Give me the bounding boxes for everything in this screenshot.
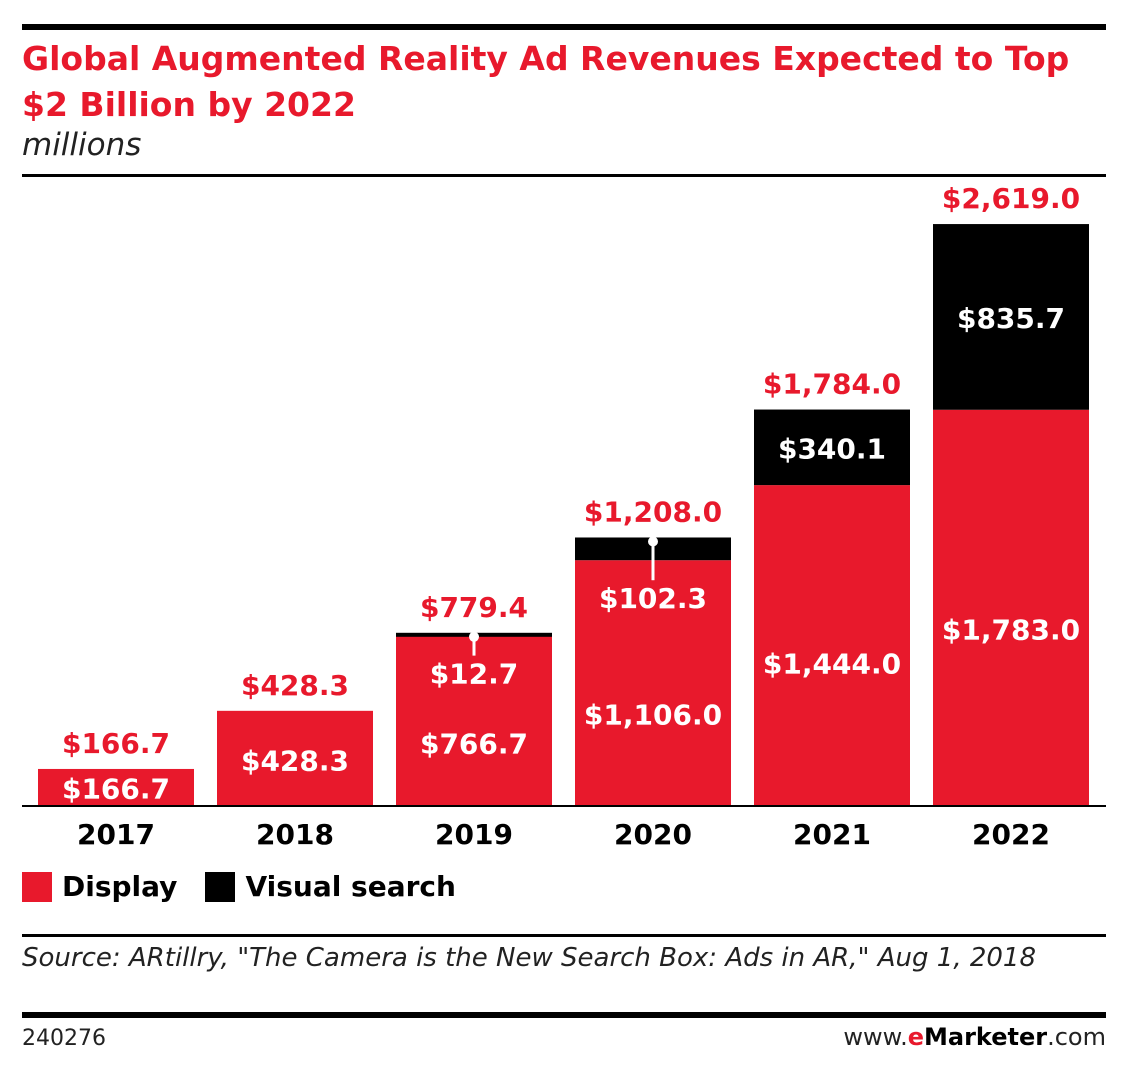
legend-swatch-visual-search (205, 872, 236, 902)
chart-subtitle: millions (22, 127, 142, 163)
label-display-2020: $1,106.0 (584, 699, 722, 732)
label-visual-search-2020: $102.3 (599, 582, 707, 615)
x-tick-2018: 2018 (256, 818, 334, 851)
label-total-2018: $428.3 (241, 669, 349, 702)
label-total-2020: $1,208.0 (584, 495, 722, 528)
label-display-2017: $166.7 (62, 772, 170, 805)
label-visual-search-2021: $340.1 (778, 432, 886, 465)
legend-item-display: Display (22, 870, 177, 904)
header-rule (22, 174, 1106, 177)
top-rule (22, 24, 1106, 30)
legend-item-visual-search: Visual search (205, 870, 456, 904)
label-total-2017: $166.7 (62, 727, 170, 760)
label-total-2022: $2,619.0 (942, 182, 1080, 215)
chart-id: 240276 (22, 1026, 106, 1051)
label-visual-search-2022: $835.7 (957, 302, 1065, 335)
bar-display-2017 (38, 768, 194, 806)
label-display-2018: $428.3 (241, 744, 349, 777)
brand-logo: www.eMarketer.com (843, 1022, 1106, 1052)
label-display-2022: $1,783.0 (942, 614, 1080, 647)
legend: Display Visual search (22, 870, 484, 904)
bar-display-2020 (575, 560, 731, 806)
footer-rule (22, 1012, 1106, 1018)
stacked-bar-chart: $166.7 $166.7 2017 $428.3 $428.3 2018 $12.7 $76… (22, 182, 1106, 851)
bar-display-2022 (933, 409, 1089, 806)
legend-label-display: Display (62, 870, 178, 903)
label-total-2019: $779.4 (420, 591, 528, 624)
source-note: Source: ARtillry, "The Camera is the New… (22, 943, 1037, 973)
label-display-2019: $766.7 (420, 727, 528, 760)
brand-name: Marketer (924, 1023, 1048, 1051)
brand-e: e (907, 1023, 925, 1051)
x-tick-2021: 2021 (793, 818, 871, 851)
x-tick-2017: 2017 (77, 818, 155, 851)
pointer-dot-2019 (469, 631, 479, 642)
bar-display-2021 (754, 485, 910, 806)
bar-display-2019 (396, 635, 552, 806)
legend-label-visual-search: Visual search (245, 870, 456, 903)
pointer-dot-2020 (648, 536, 658, 547)
x-tick-2022: 2022 (972, 818, 1050, 851)
x-tick-2019: 2019 (435, 818, 513, 851)
label-visual-search-2019: $12.7 (430, 658, 519, 691)
bar-display-2018 (217, 710, 373, 806)
bar-visual-search-2022 (933, 224, 1089, 410)
source-rule (22, 934, 1106, 937)
x-tick-2020: 2020 (614, 818, 692, 851)
legend-swatch-display (22, 872, 52, 902)
brand-prefix: www. (843, 1023, 908, 1051)
bar-visual-search-2021 (754, 409, 910, 486)
brand-suffix: .com (1047, 1023, 1106, 1051)
label-display-2021: $1,444.0 (763, 648, 901, 681)
chart-title: Global Augmented Reality Ad Revenues Exp… (22, 39, 1070, 124)
label-total-2021: $1,784.0 (763, 368, 901, 401)
